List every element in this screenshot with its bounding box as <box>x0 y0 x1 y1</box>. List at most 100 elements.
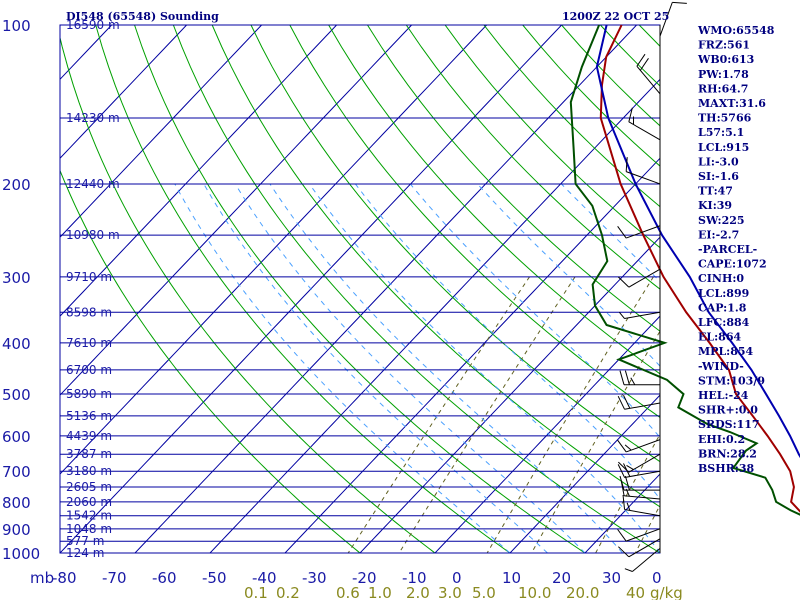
pressure-label: 200 <box>2 176 31 194</box>
stability-index: FRZ:561 <box>698 39 750 52</box>
wind-barb-flag <box>624 444 632 451</box>
mixing-ratio-label: 40 <box>626 584 645 600</box>
wind-barb-flag <box>639 58 649 71</box>
dry-adiabat <box>794 25 800 553</box>
wind-barb-flag <box>617 439 627 453</box>
pressure-label: 800 <box>2 494 31 512</box>
wind-barb <box>628 268 661 288</box>
wind-barb <box>624 508 661 517</box>
dry-adiabat <box>60 35 436 553</box>
mixing-ratio-line <box>347 276 530 553</box>
stability-index: SI:-1.6 <box>698 170 739 183</box>
wind-barb <box>636 65 661 95</box>
stability-index: PW:1.78 <box>698 68 749 81</box>
pressure-label: 300 <box>2 269 31 287</box>
wind-barb-flag <box>619 312 625 319</box>
wind-barb-flag <box>617 225 627 239</box>
pressure-label: 900 <box>2 521 31 539</box>
moist-adiabat <box>174 183 511 553</box>
pressure-label: 100 <box>2 17 31 35</box>
temperature-tick-label: -40 <box>252 569 277 587</box>
temperature-tick-label: -60 <box>152 569 177 587</box>
wind-barb-flag <box>626 465 634 470</box>
stability-index: RH:64.7 <box>698 82 748 95</box>
height-label: 5136 m <box>66 409 112 423</box>
wind-barb-flag <box>636 53 646 67</box>
wind-barb-flag <box>624 475 630 491</box>
wind-barb <box>628 453 661 473</box>
pressure-label: 1000 <box>2 545 40 563</box>
valid-time: 1200Z 22 OCT 25 <box>562 10 669 23</box>
wind-barb <box>628 121 661 141</box>
pressure-label: 600 <box>2 428 31 446</box>
sounding-series <box>569 24 800 516</box>
pressure-label: 500 <box>2 386 31 404</box>
mixing-ratio-label: 2.0 <box>406 584 430 600</box>
stability-index: STM:103/9 <box>698 374 765 387</box>
moist-adiabat <box>309 183 660 553</box>
wind-barb <box>626 171 661 185</box>
wind-barb <box>632 547 661 572</box>
stability-index: WB0:613 <box>697 53 754 66</box>
height-label: 5890 m <box>66 387 112 401</box>
mixing-ratio-label: 3.0 <box>438 584 462 600</box>
moist-adiabat <box>203 183 548 553</box>
temperature-tick-label: 10 <box>502 569 521 587</box>
isotherm <box>60 25 412 396</box>
dry-adiabat <box>211 25 660 508</box>
mixing-ratio-line <box>486 276 654 553</box>
height-label: 1542 m <box>66 509 112 523</box>
parcel-line <box>595 24 800 459</box>
mixing-ratio-label: 10.0 <box>518 584 551 600</box>
wind-barb-flag <box>623 395 631 409</box>
plot-area <box>60 25 800 553</box>
stability-index: L57:5.1 <box>698 126 744 139</box>
temperature-tick-label: 30 <box>602 569 621 587</box>
stability-index: -PARCEL- <box>698 243 757 256</box>
wind-barb-flag <box>626 502 631 511</box>
pressure-unit-label: mb <box>30 569 54 587</box>
wind-barb-flag <box>617 464 625 478</box>
chart-title: DI548 (65548) Sounding <box>66 10 219 23</box>
wind-barb-flag <box>672 1 687 4</box>
mixing-ratio-line <box>531 330 660 553</box>
wind-barb-flag <box>619 370 625 385</box>
stability-index: LCL:899 <box>698 287 749 300</box>
mixing-ratio-label: 20.0 <box>566 584 599 600</box>
wind-barb-flag <box>620 481 625 496</box>
height-label: 14230 m <box>66 111 120 125</box>
height-label: 12440 m <box>66 177 120 191</box>
stability-index: TT:47 <box>698 185 733 198</box>
wind-barb-flag <box>625 157 628 172</box>
wind-barb-flag <box>618 276 630 288</box>
wind-barb-flag <box>624 568 633 572</box>
height-label: 2605 m <box>66 480 112 494</box>
stability-index: KI:39 <box>698 199 732 212</box>
dry-adiabat <box>172 25 660 553</box>
height-label: 577 m <box>66 534 104 548</box>
wind-barb <box>624 470 661 478</box>
height-label: 9710 m <box>66 270 112 284</box>
height-label: 6700 m <box>66 363 112 377</box>
wind-barb <box>626 225 661 239</box>
wind-barb-flag <box>617 529 627 542</box>
wind-barb-flag <box>617 395 625 410</box>
dry-adiabat <box>95 25 511 553</box>
isotherm <box>134 25 637 553</box>
stability-index: EL:864 <box>698 331 741 344</box>
temperature-tick-label: 0 <box>652 569 662 587</box>
temperature-tick-label: -70 <box>102 569 127 587</box>
height-label: 3180 m <box>66 464 112 478</box>
stability-index: LCL:915 <box>698 141 749 154</box>
temperature-tick-label: -80 <box>52 569 77 587</box>
wind-barb <box>624 311 661 320</box>
dewpoint-line <box>569 24 800 516</box>
wind-barb-flag <box>624 370 630 385</box>
stability-index: CAPE:1072 <box>698 258 767 271</box>
wind-profile <box>617 1 687 572</box>
temperature-tick-label: -50 <box>202 569 227 587</box>
mixing-ratio-line <box>634 504 660 553</box>
wind-barb-flag <box>622 494 626 510</box>
wind-barb <box>624 402 661 410</box>
